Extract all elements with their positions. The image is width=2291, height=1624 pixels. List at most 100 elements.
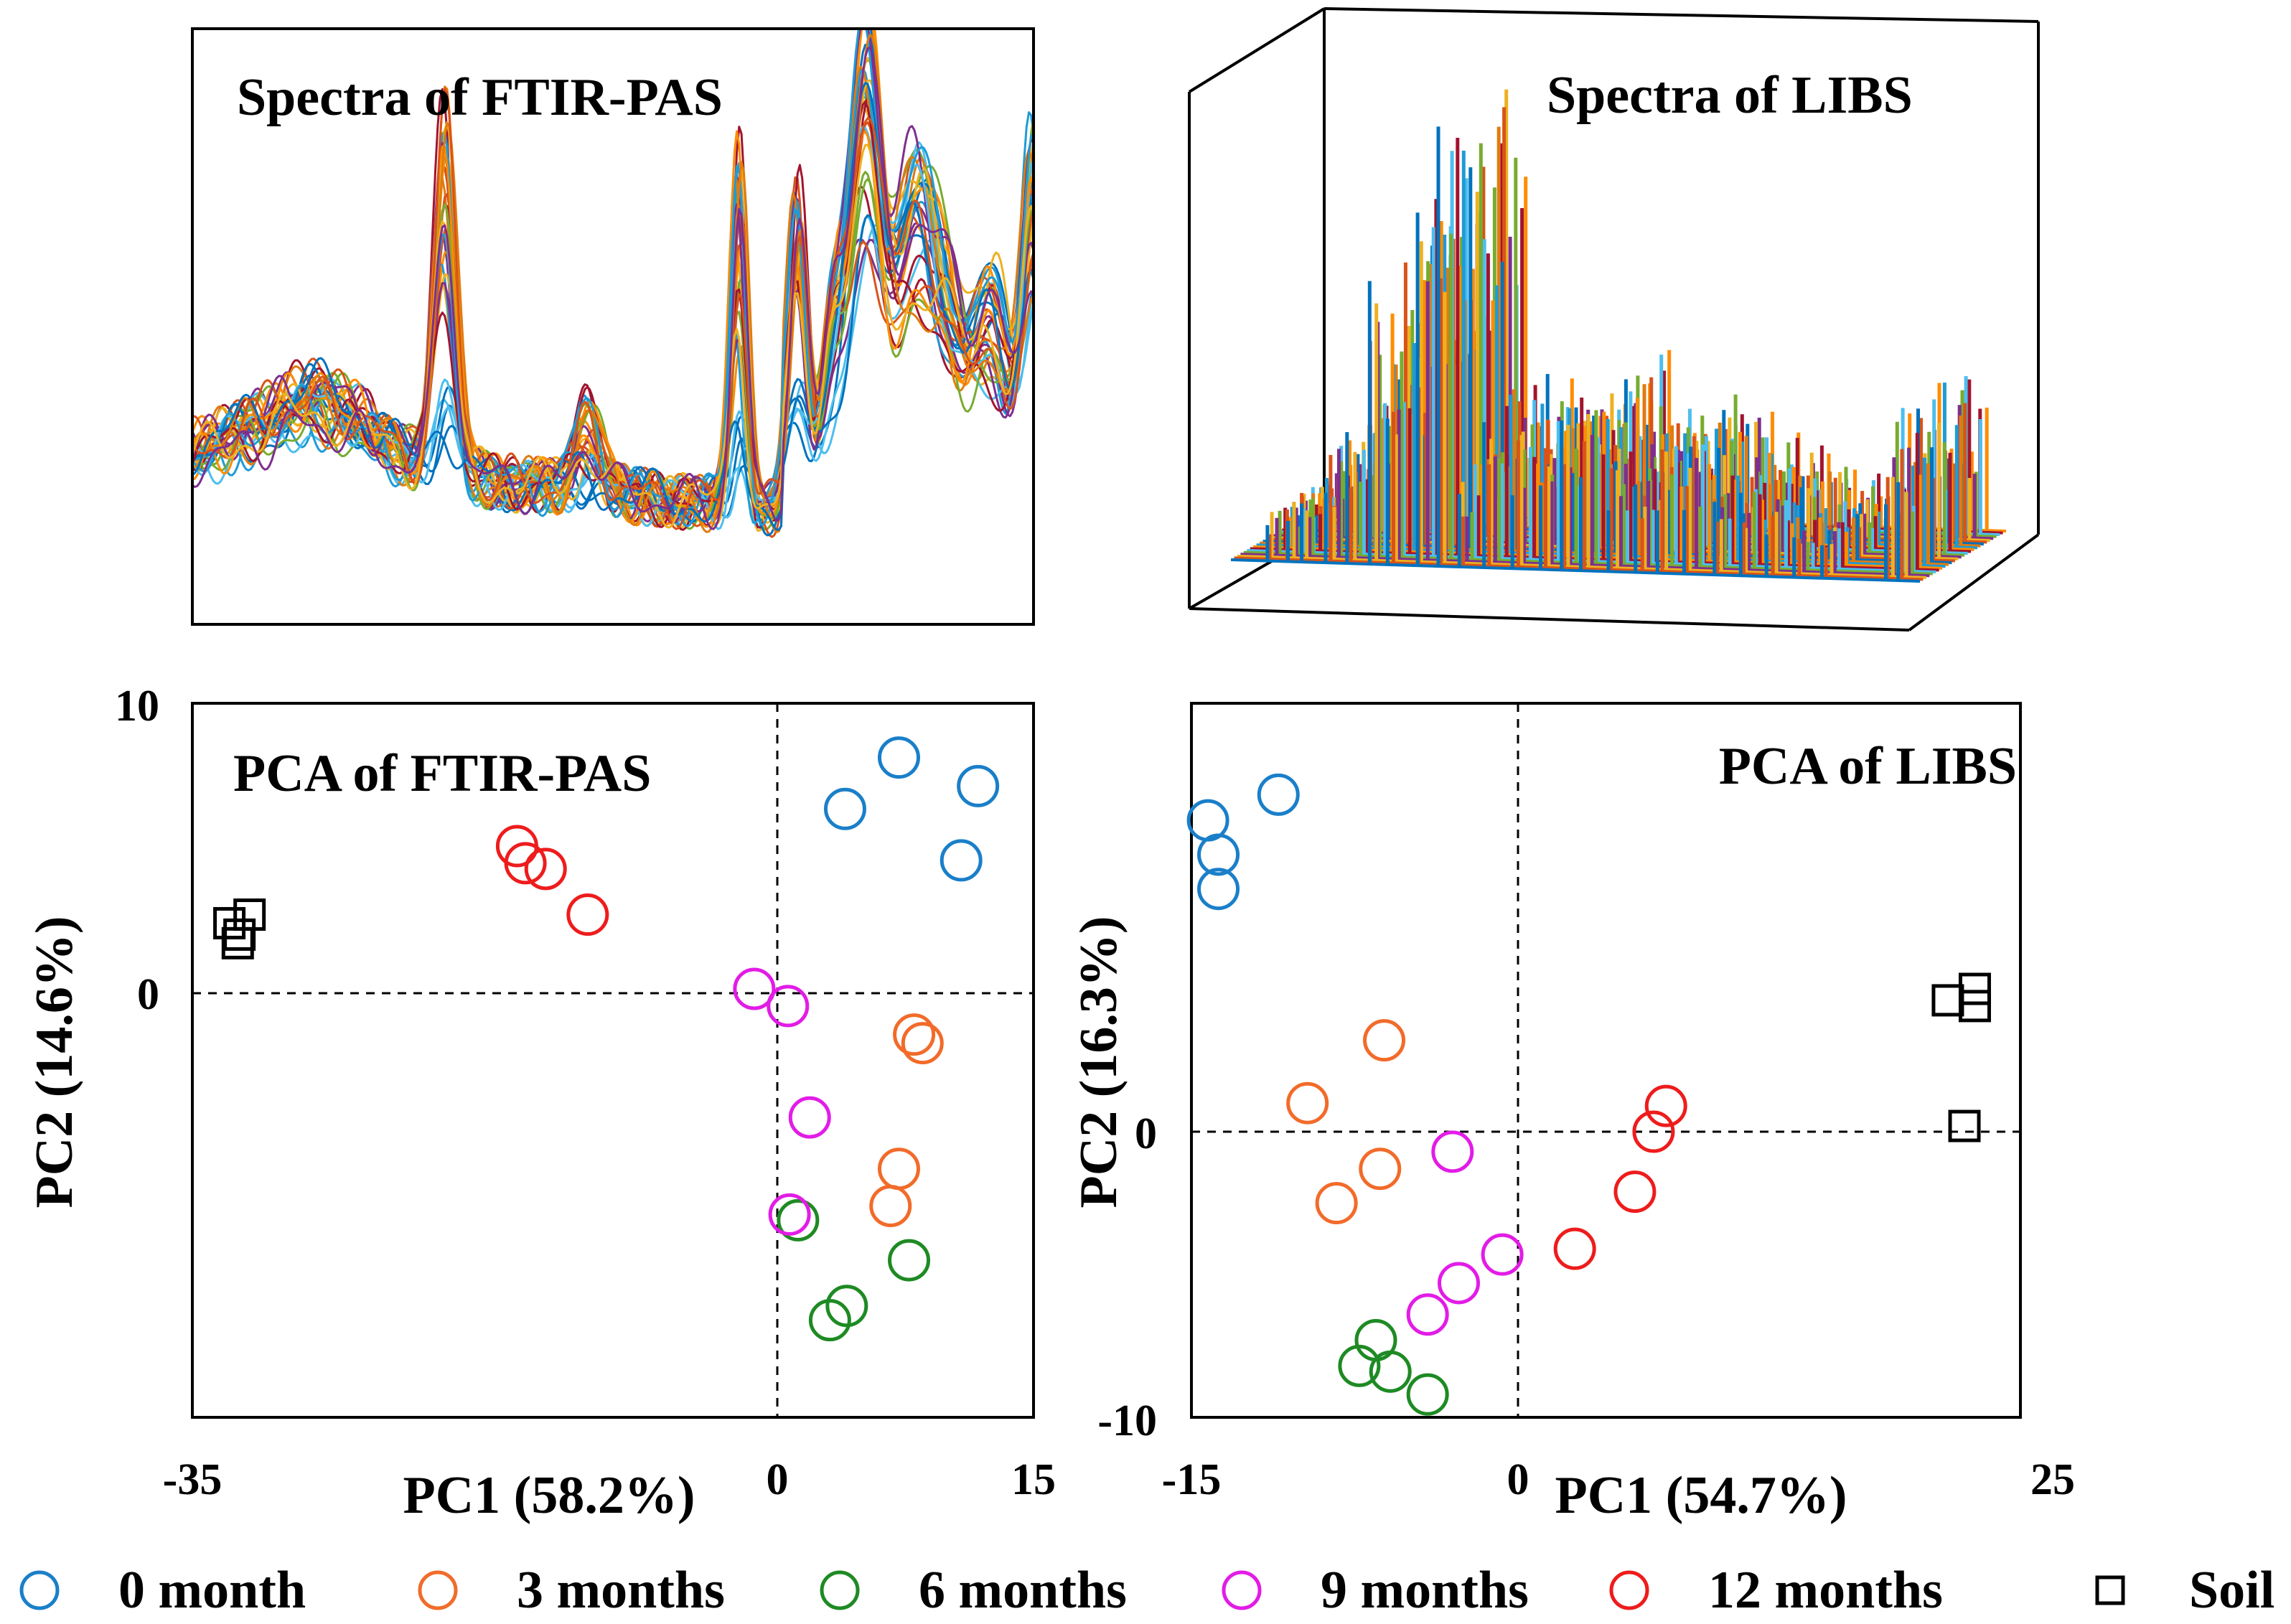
pca-point <box>808 1299 851 1342</box>
libs-spectra-panel: Spectra of LIBS <box>1188 7 2040 632</box>
ftir-spectra-panel: Spectra of FTIR-PAS <box>191 27 1035 626</box>
libs-pca-ylabel: PC2 (16.3%) <box>1069 916 1128 1208</box>
circle-icon <box>1609 1570 1649 1610</box>
pca-point <box>566 893 609 937</box>
ftir-pca-frame <box>191 702 1035 1419</box>
pca-point <box>1644 1084 1687 1127</box>
legend-item: 6 months <box>820 1561 1127 1620</box>
ftir-spectrum-line <box>192 88 1034 530</box>
pca-point <box>1363 1019 1406 1062</box>
pca-point-soil <box>221 926 254 959</box>
pca-point <box>1481 1233 1524 1276</box>
pca-point-soil <box>1931 984 1964 1017</box>
libs-spectra-peaks <box>1230 89 2007 583</box>
pca-point <box>825 1285 868 1328</box>
pca-point <box>1553 1227 1596 1270</box>
pca-point-soil <box>213 906 246 939</box>
legend-item: 0 month <box>19 1561 306 1620</box>
libs-pca-panel: PCA of LIBS 0 -10 -15 0 25 PC1 (54.7%) P… <box>1069 702 2075 1525</box>
pca-point <box>504 842 547 885</box>
legend-item: Soil <box>2095 1561 2274 1620</box>
pca-point-soil <box>1958 990 1991 1023</box>
libs-spectrum-layer <box>1240 281 1930 578</box>
ftir-spectrum-line <box>192 29 1034 527</box>
ftir-pca-xtick: 15 <box>1011 1455 1056 1504</box>
libs-pca-xlabel: PC1 (54.7%) <box>1555 1466 1847 1525</box>
ftir-pca-ytick: 10 <box>115 682 159 731</box>
libs-spectrum-baseline <box>1234 556 1924 581</box>
ftir-pca-points <box>213 736 1000 1342</box>
pca-point <box>869 1184 912 1227</box>
pca-point <box>768 1193 811 1236</box>
ftir-pca-title: PCA of FTIR-PAS <box>233 744 651 803</box>
pca-point <box>788 1096 831 1139</box>
pca-point <box>1632 1110 1675 1153</box>
ftir-spectra-lines <box>192 29 1034 538</box>
pca-point <box>1315 1182 1358 1224</box>
libs-3d-box <box>1188 7 2040 632</box>
ftir-pca-xtick: 0 <box>767 1455 789 1504</box>
pca-point <box>1406 1373 1449 1416</box>
ftir-pca-panel: PCA of FTIR-PAS 10 0 -35 0 15 PC1 (58.2%… <box>25 682 1056 1525</box>
legend-label: Soil <box>2189 1561 2274 1620</box>
pca-point-soil <box>233 898 266 931</box>
pca-point <box>877 1147 920 1191</box>
pca-point <box>1431 1130 1474 1173</box>
pca-point <box>1406 1293 1449 1336</box>
libs-pca-xtick: -15 <box>1162 1455 1222 1504</box>
libs-pca-ytick: -10 <box>1097 1397 1157 1445</box>
circle-icon <box>820 1570 860 1610</box>
legend-label: 9 months <box>1321 1561 1529 1620</box>
legend-label: 0 month <box>118 1561 306 1620</box>
ftir-pca-xlabel: PC1 (58.2%) <box>403 1466 695 1525</box>
libs-pca-points <box>1186 773 1991 1416</box>
pca-point <box>524 848 567 891</box>
legend: 0 month 3 months 6 months 9 months 12 months… <box>19 1561 2274 1620</box>
pca-point <box>1257 773 1300 816</box>
ftir-pca-xtick: -35 <box>163 1455 222 1504</box>
libs-pca-title: PCA of LIBS <box>1719 737 2017 796</box>
pca-point <box>901 1022 944 1065</box>
circle-icon <box>19 1570 60 1610</box>
ftir-spectrum-line <box>192 46 1034 530</box>
pca-point <box>1359 1147 1402 1191</box>
libs-spectra-title: Spectra of LIBS <box>1547 66 1913 125</box>
legend-label: 3 months <box>517 1561 725 1620</box>
libs-pca-xtick: 25 <box>2030 1455 2075 1504</box>
pca-point <box>877 736 920 779</box>
legend-item: 12 months <box>1609 1561 1943 1620</box>
pca-point <box>1437 1262 1480 1305</box>
ftir-spectra-title: Spectra of FTIR-PAS <box>237 68 723 127</box>
pca-point <box>1338 1344 1381 1387</box>
libs-spectrum-layer <box>1237 241 1926 579</box>
pca-point-soil <box>1958 972 1991 1005</box>
pca-point <box>940 839 983 882</box>
pca-point <box>1613 1170 1657 1214</box>
legend-label: 12 months <box>1708 1561 1943 1620</box>
pca-point <box>1369 1350 1412 1393</box>
legend-item: 9 months <box>1222 1561 1529 1620</box>
circle-icon <box>418 1570 458 1610</box>
libs-pca-xtick: 0 <box>1507 1455 1529 1504</box>
pca-point <box>823 787 866 830</box>
pca-point <box>888 1239 931 1282</box>
pca-point <box>1286 1081 1329 1125</box>
pca-point <box>957 764 1000 807</box>
libs-pca-frame <box>1190 702 2022 1419</box>
pca-point <box>1197 868 1240 911</box>
pca-point-soil <box>223 918 256 951</box>
legend-item: 3 months <box>418 1561 725 1620</box>
ftir-pca-ylabel: PC2 (14.6%) <box>25 916 84 1208</box>
pca-point <box>767 985 810 1028</box>
ftir-spectrum-line <box>192 96 1034 531</box>
square-icon <box>2095 1575 2125 1605</box>
pca-point <box>733 967 776 1010</box>
libs-pca-ytick: 0 <box>1135 1109 1157 1158</box>
ftir-spectrum-line <box>192 101 1034 528</box>
pca-point <box>1197 833 1240 876</box>
pca-point-soil <box>1948 1109 1981 1142</box>
pca-point <box>777 1198 820 1242</box>
ftir-pca-ytick: 0 <box>137 970 159 1019</box>
ftir-spectra-frame <box>191 27 1035 626</box>
